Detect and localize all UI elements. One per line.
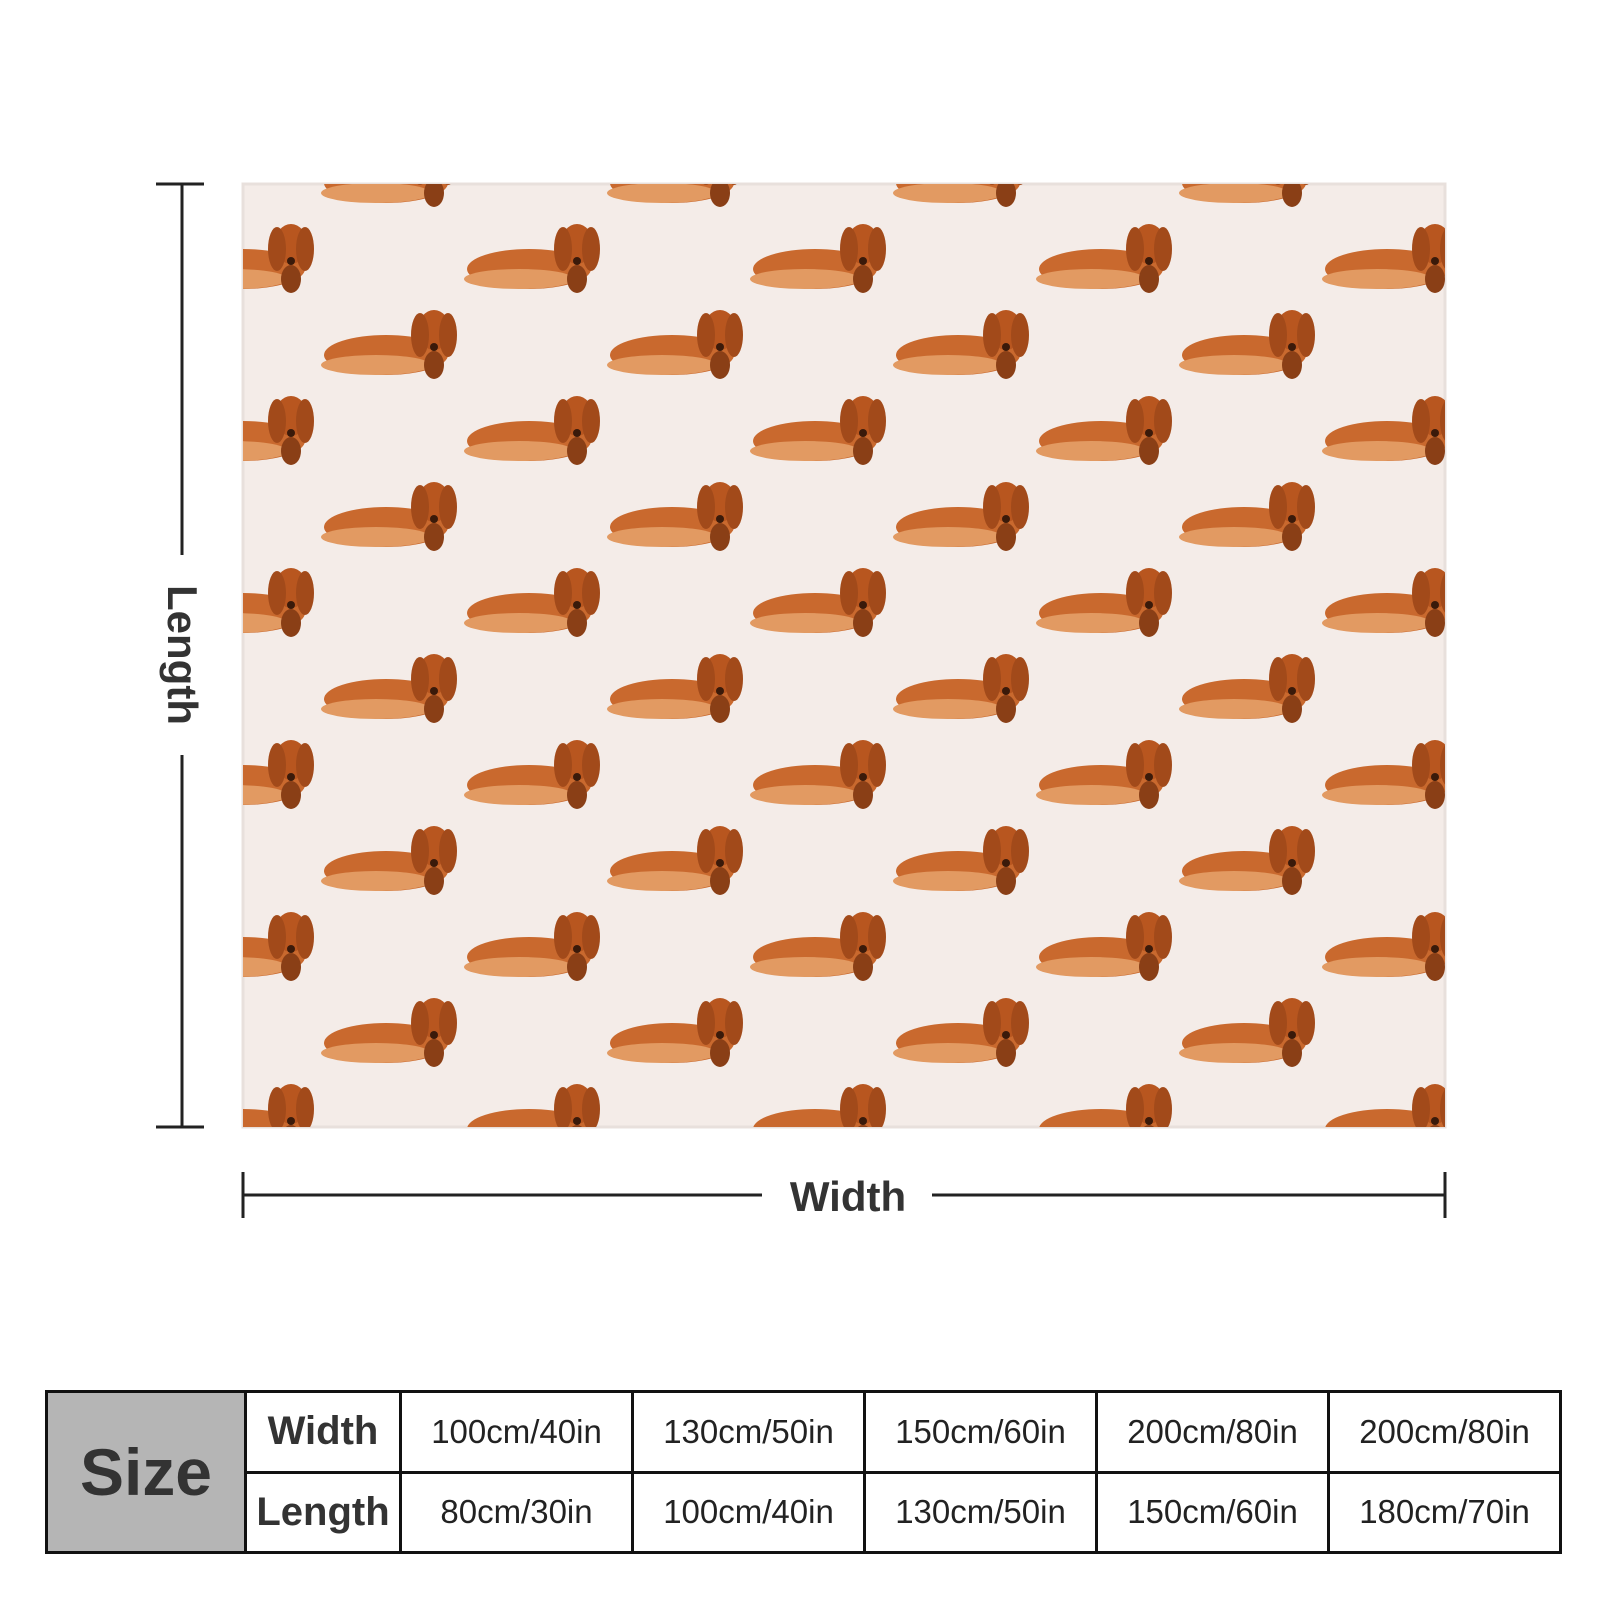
size-cell: 200cm/80in [1327, 1390, 1562, 1474]
size-cell: 200cm/80in [1095, 1390, 1330, 1474]
row-header: Width [244, 1390, 402, 1474]
row-header: Length [244, 1470, 402, 1554]
width-label: Width [790, 1173, 906, 1220]
size-cell: 80cm/30in [399, 1470, 634, 1554]
length-label: Length [159, 585, 206, 725]
size-cell: 100cm/40in [399, 1390, 634, 1474]
table-row: Length 80cm/30in 100cm/40in 130cm/50in 150cm… [47, 1470, 1562, 1554]
length-line [156, 182, 204, 1129]
size-cell: 150cm/60in [863, 1390, 1098, 1474]
dog-pattern [243, 184, 1445, 1127]
blanket-illustration: Length Width [156, 182, 1447, 1220]
size-cell: 100cm/40in [631, 1470, 866, 1554]
size-cell: 150cm/60in [1095, 1470, 1330, 1554]
size-cell: 130cm/50in [631, 1390, 866, 1474]
size-cell: 180cm/70in [1327, 1470, 1562, 1554]
table-row: Size Width 100cm/40in 130cm/50in 150cm/60in 2… [45, 1390, 1562, 1554]
width-line [241, 1172, 1447, 1218]
size-cell: 130cm/50in [863, 1470, 1098, 1554]
size-table: Size Width 100cm/40in 130cm/50in 150cm/60in 2… [45, 1390, 1562, 1554]
size-header: Size [45, 1390, 247, 1554]
